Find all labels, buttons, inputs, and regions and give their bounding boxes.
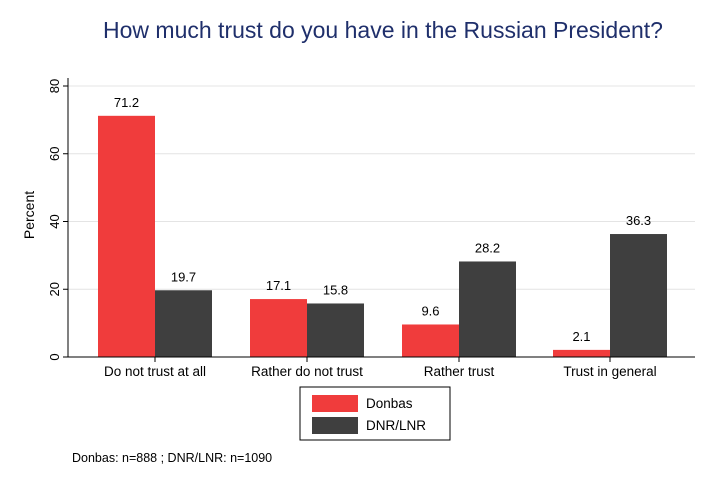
- data-label-dnr-lnr-trust-in-general: 36.3: [626, 213, 651, 228]
- sample-size-note: Donbas: n=888 ; DNR/LNR: n=1090: [72, 451, 272, 465]
- y-axis: 0 20 40 60 80: [47, 78, 69, 361]
- legend-label-dnr-lnr: DNR/LNR: [366, 418, 426, 433]
- data-label-dnr-lnr-do-not-trust-at-all: 19.7: [171, 269, 196, 284]
- legend-box: [299, 386, 451, 441]
- data-label-donbas-rather-trust: 9.6: [421, 303, 439, 318]
- legend: Donbas DNR/LNR: [299, 386, 451, 441]
- x-axis: Do not trust at all Rather do not trust Ra…: [68, 356, 695, 379]
- y-tick-label: 20: [47, 282, 62, 296]
- gridlines: [68, 85, 695, 290]
- bars: [98, 115, 667, 357]
- bar-donbas-do-not-trust-at-all: [98, 115, 155, 357]
- bar-donbas-trust-in-general: [553, 349, 610, 357]
- bar-dnr-lnr-rather-trust: [459, 261, 516, 357]
- x-tick-label-do-not-trust-at-all: Do not trust at all: [104, 364, 206, 379]
- bar-dnr-lnr-trust-in-general: [610, 234, 667, 357]
- data-label-donbas-trust-in-general: 2.1: [572, 329, 590, 344]
- y-tick-label: 0: [47, 353, 62, 360]
- data-labels: 71.2 17.1 9.6 2.1 19.7 15.8 28.2 36.3: [114, 95, 651, 344]
- y-tick-label: 60: [47, 147, 62, 161]
- legend-swatch-dnr-lnr: [312, 417, 358, 434]
- bar-dnr-lnr-do-not-trust-at-all: [155, 290, 212, 357]
- x-tick-label-trust-in-general: Trust in general: [563, 364, 656, 379]
- y-tick-label: 80: [47, 79, 62, 93]
- x-tick-label-rather-do-not-trust: Rather do not trust: [251, 364, 363, 379]
- bar-donbas-rather-trust: [402, 324, 459, 357]
- data-label-dnr-lnr-rather-do-not-trust: 15.8: [323, 282, 348, 297]
- data-label-donbas-do-not-trust-at-all: 71.2: [114, 95, 139, 110]
- legend-swatch-donbas: [312, 395, 358, 412]
- y-axis-label: Percent: [21, 191, 37, 239]
- legend-label-donbas: Donbas: [366, 396, 413, 411]
- x-tick-label-rather-trust: Rather trust: [424, 364, 495, 379]
- bar-donbas-rather-do-not-trust: [250, 299, 307, 357]
- data-label-donbas-rather-do-not-trust: 17.1: [266, 278, 291, 293]
- y-tick-label: 40: [47, 214, 62, 228]
- data-label-dnr-lnr-rather-trust: 28.2: [475, 240, 500, 255]
- chart-title: How much trust do you have in the Russia…: [103, 17, 663, 43]
- bar-dnr-lnr-rather-do-not-trust: [307, 303, 364, 357]
